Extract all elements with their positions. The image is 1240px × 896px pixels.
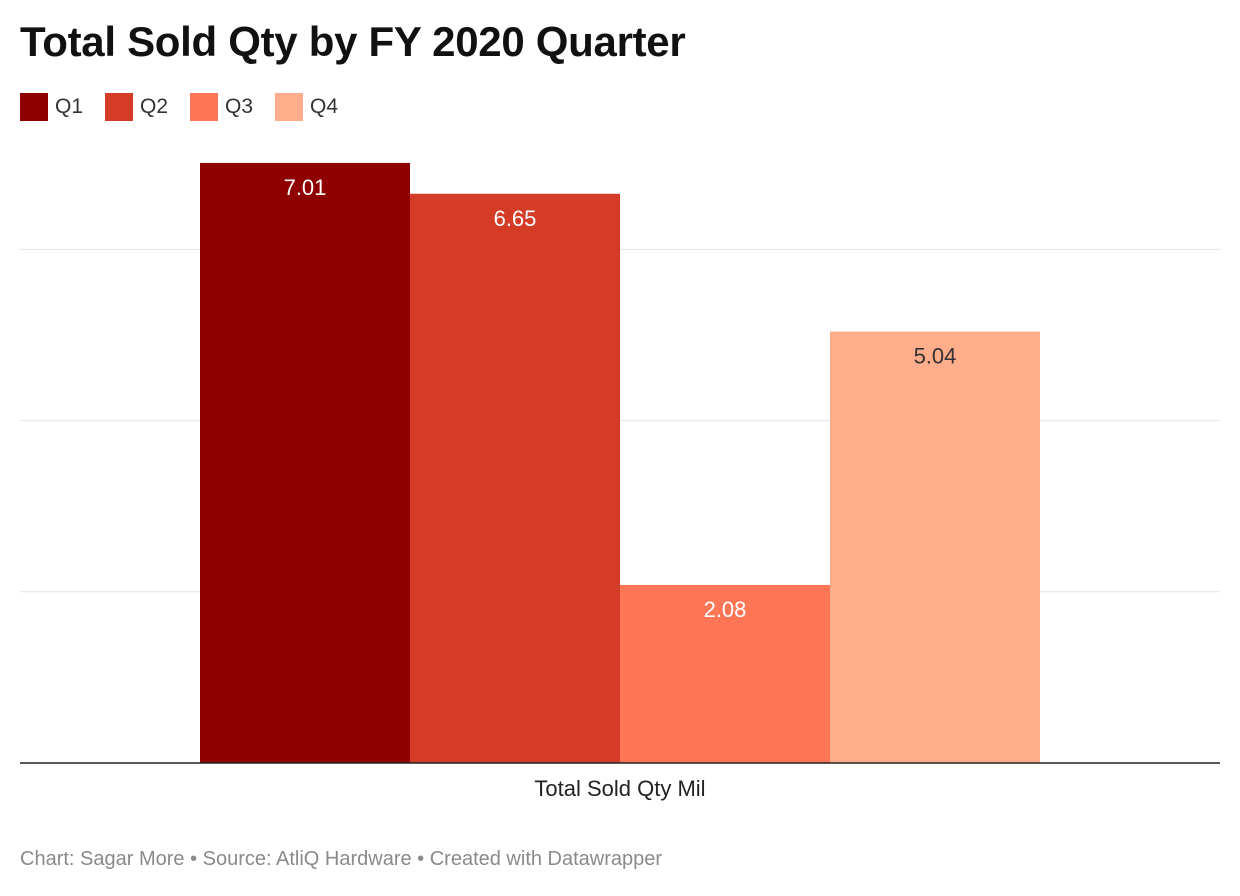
bar-q1 [200,162,410,764]
legend-swatch-q2 [105,93,134,121]
data-label-q1: 7.01 [284,175,327,200]
x-axis-category-label: Total Sold Qty Mil [534,776,705,801]
legend-item-q4: Q4 [275,93,338,121]
legend-swatch-q4 [275,93,304,121]
legend-item-q3: Q3 [190,93,253,121]
bar-q3 [620,584,830,763]
legend-item-q2: Q2 [105,93,168,121]
chart-legend: Q1 Q2 Q3 Q4 [20,92,360,122]
legend-swatch-q1 [20,93,48,121]
bar-q4 [830,331,1040,763]
legend-label-q2: Q2 [140,95,169,118]
chart-title: Total Sold Qty by FY 2020 Quarter [20,18,686,65]
legend-label-q1: Q1 [55,95,84,118]
legend-item-q1: Q1 [20,93,83,121]
data-label-q2: 6.65 [494,206,537,231]
bar-q2 [410,193,620,763]
chart-footer: Chart: Sagar More • Source: AtliQ Hardwa… [20,848,663,870]
legend-swatch-q3 [190,93,219,121]
legend-label-q4: Q4 [310,95,339,118]
data-label-q4: 5.04 [914,344,957,369]
bar-chart: 7.01 6.65 2.08 5.04 Total Sold Qty Mil [20,162,1220,801]
legend-label-q3: Q3 [225,95,254,118]
data-label-q3: 2.08 [704,597,747,622]
